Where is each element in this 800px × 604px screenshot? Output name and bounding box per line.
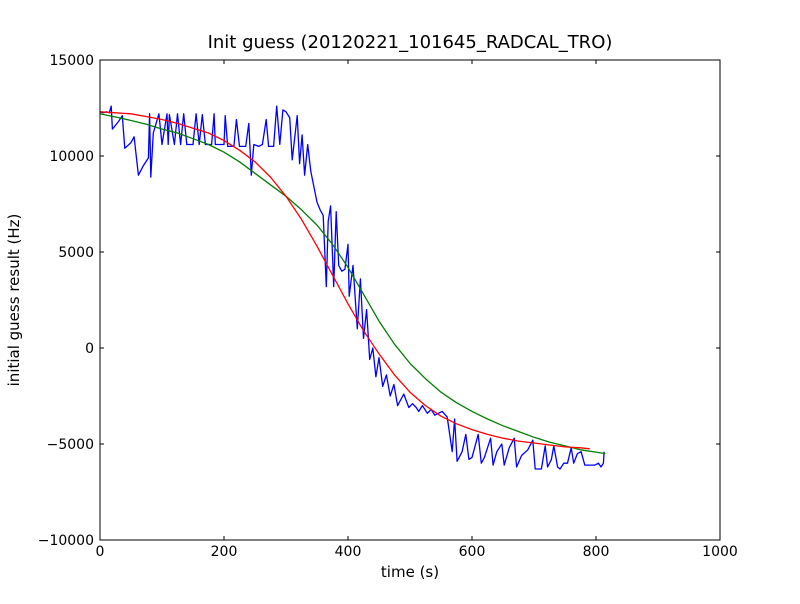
y-tick-label: 15000 bbox=[49, 53, 94, 69]
y-axis: −10000 −5000 0 5000 10000 15000 bbox=[38, 53, 720, 549]
x-tick-label: 200 bbox=[211, 544, 238, 560]
x-tick-label: 600 bbox=[459, 544, 486, 560]
series-line-2 bbox=[99, 113, 606, 455]
series-line-3 bbox=[99, 111, 590, 450]
y-tick-label: 10000 bbox=[49, 149, 94, 165]
y-axis-label: initial guess result (Hz) bbox=[5, 214, 23, 387]
x-tick-label: 400 bbox=[335, 544, 362, 560]
x-axis-label: time (s) bbox=[381, 563, 439, 581]
x-tick-label: 1000 bbox=[702, 544, 738, 560]
x-tick-label: 800 bbox=[583, 544, 610, 560]
chart-title: Init guess (20120221_101645_RADCAL_TRO) bbox=[208, 32, 613, 53]
x-axis: 0 200 400 600 800 1000 bbox=[96, 60, 738, 560]
y-tick-label: 5000 bbox=[58, 245, 94, 261]
plot-area bbox=[99, 105, 606, 470]
x-tick-label: 0 bbox=[96, 544, 105, 560]
y-tick-label: −10000 bbox=[38, 533, 94, 549]
y-tick-label: 0 bbox=[85, 341, 94, 357]
y-tick-label: −5000 bbox=[47, 437, 94, 453]
axes-frame bbox=[99, 59, 721, 541]
